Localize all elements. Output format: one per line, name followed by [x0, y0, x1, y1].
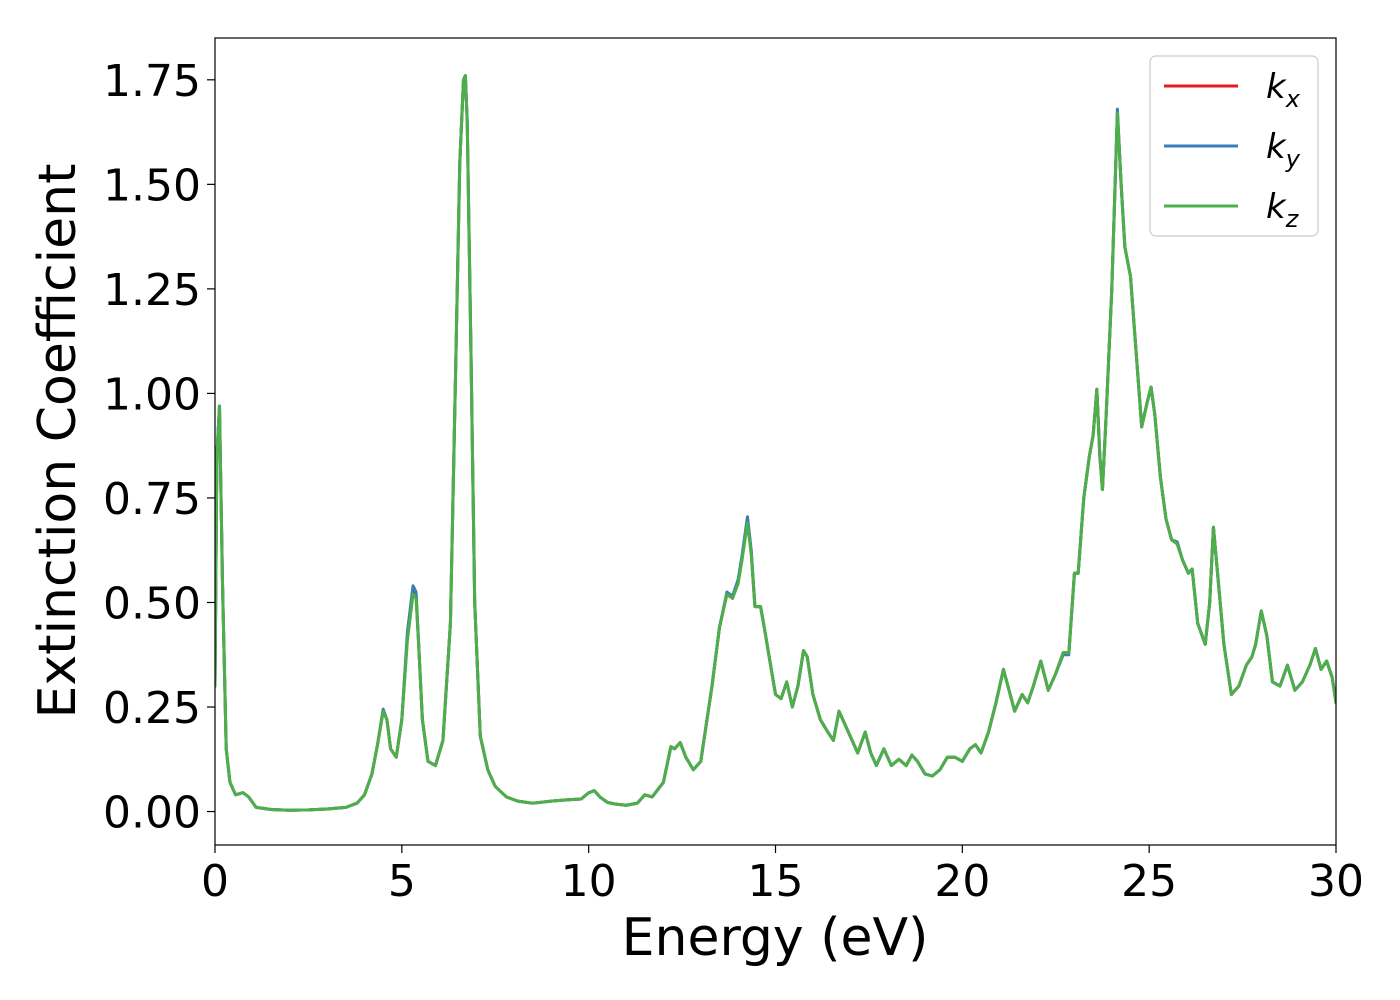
x-tick-label: 25 — [1121, 856, 1177, 907]
y-tick-label: 1.75 — [103, 56, 201, 107]
series-line-kz — [215, 74, 1336, 812]
legend-label-subscript: z — [1285, 205, 1300, 233]
x-axis: 0 5 10 15 20 25 30 — [201, 845, 1364, 907]
x-axis-label: Energy (eV) — [622, 908, 929, 968]
legend-label-main: k — [1266, 67, 1287, 107]
legend-label-main: k — [1266, 187, 1287, 227]
x-tick-label: 5 — [388, 856, 416, 907]
y-axis: 0.00 0.25 0.50 0.75 1.00 1.25 1.50 1.75 — [103, 56, 215, 839]
y-tick-label: 1.00 — [103, 369, 201, 420]
legend-label-subscript: y — [1285, 145, 1301, 173]
legend-label-ky: ky — [1266, 127, 1301, 173]
y-axis-label: Extinction Coefficient — [28, 164, 88, 719]
y-tick-label: 1.25 — [103, 265, 201, 316]
legend-label-main: k — [1266, 127, 1287, 167]
x-tick-label: 15 — [748, 856, 804, 907]
legend-label-kx: kx — [1266, 67, 1301, 113]
legend-label-kz: kz — [1266, 187, 1300, 233]
x-tick-label: 0 — [201, 856, 229, 907]
y-tick-label: 0.75 — [103, 474, 201, 525]
series-layer — [215, 74, 1336, 812]
legend-label-subscript: x — [1285, 85, 1301, 113]
x-tick-label: 20 — [934, 856, 990, 907]
x-tick-label: 10 — [561, 856, 617, 907]
y-tick-label: 0.00 — [103, 788, 201, 839]
y-tick-label: 1.50 — [103, 160, 201, 211]
x-tick-label: 30 — [1308, 856, 1364, 907]
y-tick-label: 0.50 — [103, 578, 201, 629]
y-tick-label: 0.25 — [103, 683, 201, 734]
